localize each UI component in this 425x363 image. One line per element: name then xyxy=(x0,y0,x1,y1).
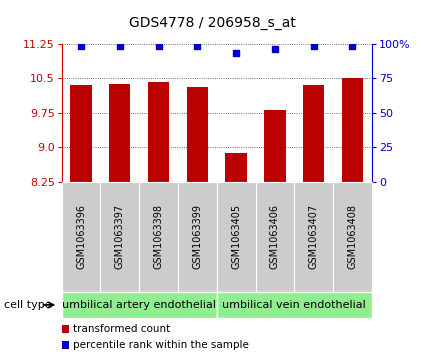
Text: GSM1063397: GSM1063397 xyxy=(115,204,125,269)
Bar xyxy=(226,153,247,182)
Bar xyxy=(303,85,324,182)
Bar xyxy=(71,85,92,182)
Point xyxy=(155,44,162,49)
Bar xyxy=(342,78,363,182)
Bar xyxy=(148,82,169,182)
Text: GSM1063398: GSM1063398 xyxy=(153,204,164,269)
Text: GSM1063407: GSM1063407 xyxy=(309,204,319,269)
Text: cell type: cell type xyxy=(4,300,52,310)
Text: GDS4778 / 206958_s_at: GDS4778 / 206958_s_at xyxy=(129,16,296,30)
Text: percentile rank within the sample: percentile rank within the sample xyxy=(73,340,249,350)
Bar xyxy=(109,83,130,182)
Point xyxy=(78,44,85,49)
Text: umbilical vein endothelial: umbilical vein endothelial xyxy=(222,300,366,310)
Text: GSM1063408: GSM1063408 xyxy=(348,204,357,269)
Text: GSM1063405: GSM1063405 xyxy=(231,204,241,269)
Text: transformed count: transformed count xyxy=(73,323,170,334)
Text: GSM1063399: GSM1063399 xyxy=(193,204,202,269)
Point xyxy=(310,44,317,49)
Point xyxy=(233,50,240,56)
Point xyxy=(272,46,278,52)
Text: GSM1063406: GSM1063406 xyxy=(270,204,280,269)
Point xyxy=(194,44,201,49)
Text: GSM1063396: GSM1063396 xyxy=(76,204,86,269)
Bar xyxy=(187,87,208,182)
Point xyxy=(349,44,356,49)
Bar xyxy=(264,110,286,182)
Text: umbilical artery endothelial: umbilical artery endothelial xyxy=(62,300,216,310)
Point xyxy=(116,44,123,49)
